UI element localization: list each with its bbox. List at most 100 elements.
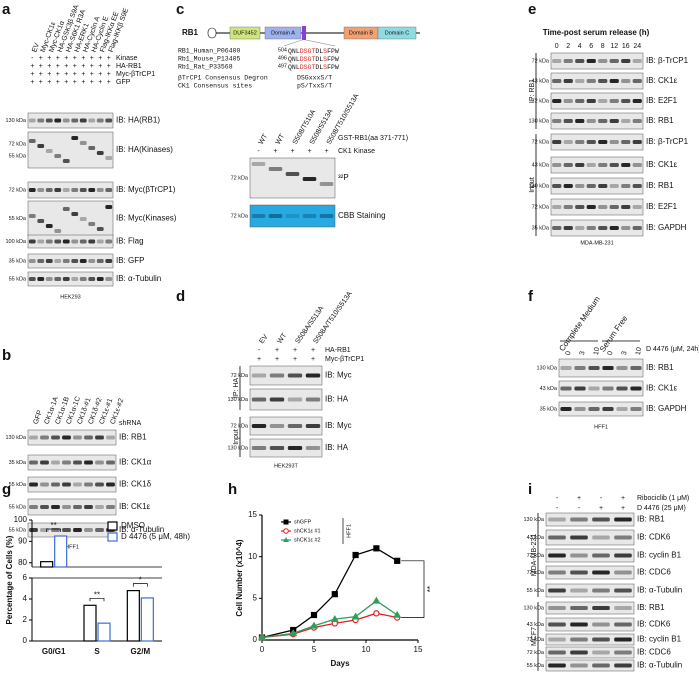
kda-label: 35 kDa [9,460,27,466]
x-tick-label: 15 [414,645,423,654]
domain [377,26,417,40]
condition-mark: + [64,71,68,78]
band [570,637,588,642]
condition-mark: + [90,71,94,78]
band [106,505,115,509]
band [88,259,96,263]
band [105,188,113,192]
band [79,188,87,192]
blot [545,529,635,546]
blot [27,253,114,269]
blot-label: IB: Myc(Kinases) [116,214,177,223]
point [257,633,267,641]
band [37,219,45,223]
band [62,277,70,281]
band [592,606,610,610]
panel-letter: b [2,347,11,364]
band [319,182,334,186]
condition-mark: + [290,148,294,155]
legend-title: HFF1 [346,524,352,538]
domain-label: Domain C [385,30,409,36]
band [62,528,71,532]
band [609,184,619,188]
band [632,59,642,63]
band [54,259,62,263]
blot [27,271,114,287]
band [598,163,608,167]
band [79,259,87,263]
band [28,277,36,281]
condition-mark: - [600,495,603,502]
blot [27,112,114,129]
x-axis-label: Days [330,659,350,668]
x-tick-label: 0 [260,645,265,654]
band [632,184,642,188]
band [560,386,572,391]
blot-label: IB: CDK6 [637,620,671,629]
band [592,553,610,558]
condition-mark: + [599,505,603,512]
band [305,373,321,378]
blot-label: IB: CDC6 [637,648,671,657]
band [609,99,619,103]
blot [545,565,635,580]
kda-label: 130 kDa [524,517,545,523]
blot [558,380,644,397]
band [586,205,596,209]
point [372,596,381,604]
band [40,528,49,532]
blot-label: IB: α-Tubulin [637,586,682,595]
band [621,59,631,63]
sequence: QNLDSGTDLSFPW [288,64,339,71]
band [88,277,96,281]
panel-title: Time-post serum release (h) [543,28,650,37]
band [88,146,96,150]
blot [545,601,635,615]
domain-label: Domain B [349,30,373,36]
kda-label: 35 kDa [532,225,550,231]
y-tick-label: 90 [18,536,27,545]
consensus-name: CK1 Consensus sites [178,83,252,90]
band [575,205,585,209]
bar [126,589,140,642]
kda-label: 72 kDa [532,58,550,64]
lane-label: 4 [578,43,582,50]
band [29,460,38,465]
band [586,79,596,83]
band [592,517,610,522]
band [251,446,267,450]
kda-label: 55 kDa [9,527,27,533]
bar [97,622,111,642]
band [51,505,60,509]
band [95,482,104,487]
condition-label: Myc-βTrCP1 [116,71,155,78]
band [45,149,53,153]
blot [27,429,117,446]
band [563,59,573,63]
kda-label: 55 kDa [9,504,27,510]
band [251,162,266,166]
band [96,277,104,281]
condition-mark: + [56,79,60,86]
sequence-name: Rb1_Mouse_P13405 [178,56,241,63]
band [45,277,53,281]
kda-label: 55 kDa [9,153,27,159]
band [552,205,562,209]
condition-mark: + [90,79,94,86]
condition-mark: + [39,71,43,78]
kda-label: 72 kDa [527,553,545,559]
band [614,663,632,668]
blot [249,157,336,199]
band [62,482,71,487]
band [563,163,573,167]
bar [140,597,154,642]
band [305,446,321,450]
band [84,435,93,440]
sequence-name: RB1_Human_P06400 [178,48,241,55]
lane-label: 16 [622,43,630,50]
band [73,482,82,487]
condition-mark: + [30,71,34,78]
band [588,366,600,370]
kda-label: 130 kDa [529,118,550,124]
band [586,163,596,167]
